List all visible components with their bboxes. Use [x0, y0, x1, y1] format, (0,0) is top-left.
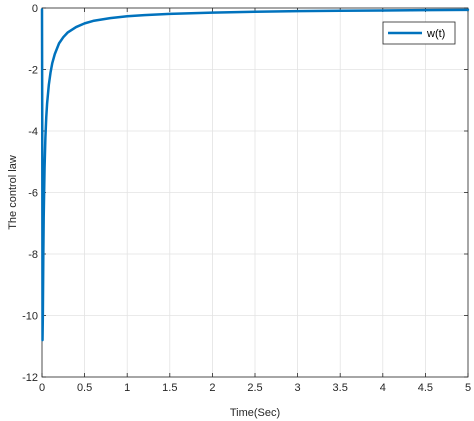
x-tick-label: 1.5 [162, 382, 177, 394]
legend: w(t) [382, 21, 456, 45]
x-tick-label: 3.5 [333, 382, 348, 394]
y-tick-label: -6 [28, 188, 38, 200]
x-tick-label: 1 [124, 382, 130, 394]
grid [41, 7, 469, 378]
x-axis-label: Time(Sec) [230, 407, 280, 419]
y-tick-label: -12 [22, 372, 38, 384]
x-tick-label: 0 [39, 382, 45, 394]
x-tick-label: 0.5 [77, 382, 92, 394]
series-lines [40, 8, 470, 342]
x-tick-label: 2 [209, 382, 215, 394]
y-tick-label: 0 [32, 3, 38, 15]
legend-entry-wt: w(t) [426, 28, 445, 40]
x-tick-label: 4 [380, 382, 386, 394]
x-tick-label: 5 [465, 382, 471, 394]
x-tick-label: 3 [295, 382, 301, 394]
x-tick-label: 4.5 [418, 382, 433, 394]
axis-ticks: 0 0.5 1 1.5 2 2.5 3 3.5 4 4.5 5 0 -2 -4 -6 -8 -10 -12 [22, 3, 471, 394]
y-tick-label: -2 [28, 65, 38, 77]
y-tick-label: -10 [22, 311, 38, 323]
y-tick-label: -4 [28, 126, 38, 138]
y-tick-label: -8 [28, 249, 38, 261]
x-tick-label: 2.5 [247, 382, 262, 394]
y-axis-label: The control law [7, 155, 19, 230]
series-line-wt [40, 8, 470, 342]
